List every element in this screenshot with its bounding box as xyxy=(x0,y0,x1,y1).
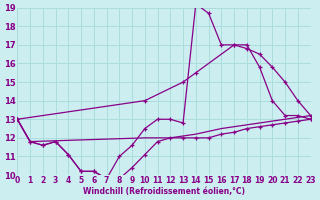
X-axis label: Windchill (Refroidissement éolien,°C): Windchill (Refroidissement éolien,°C) xyxy=(83,187,245,196)
